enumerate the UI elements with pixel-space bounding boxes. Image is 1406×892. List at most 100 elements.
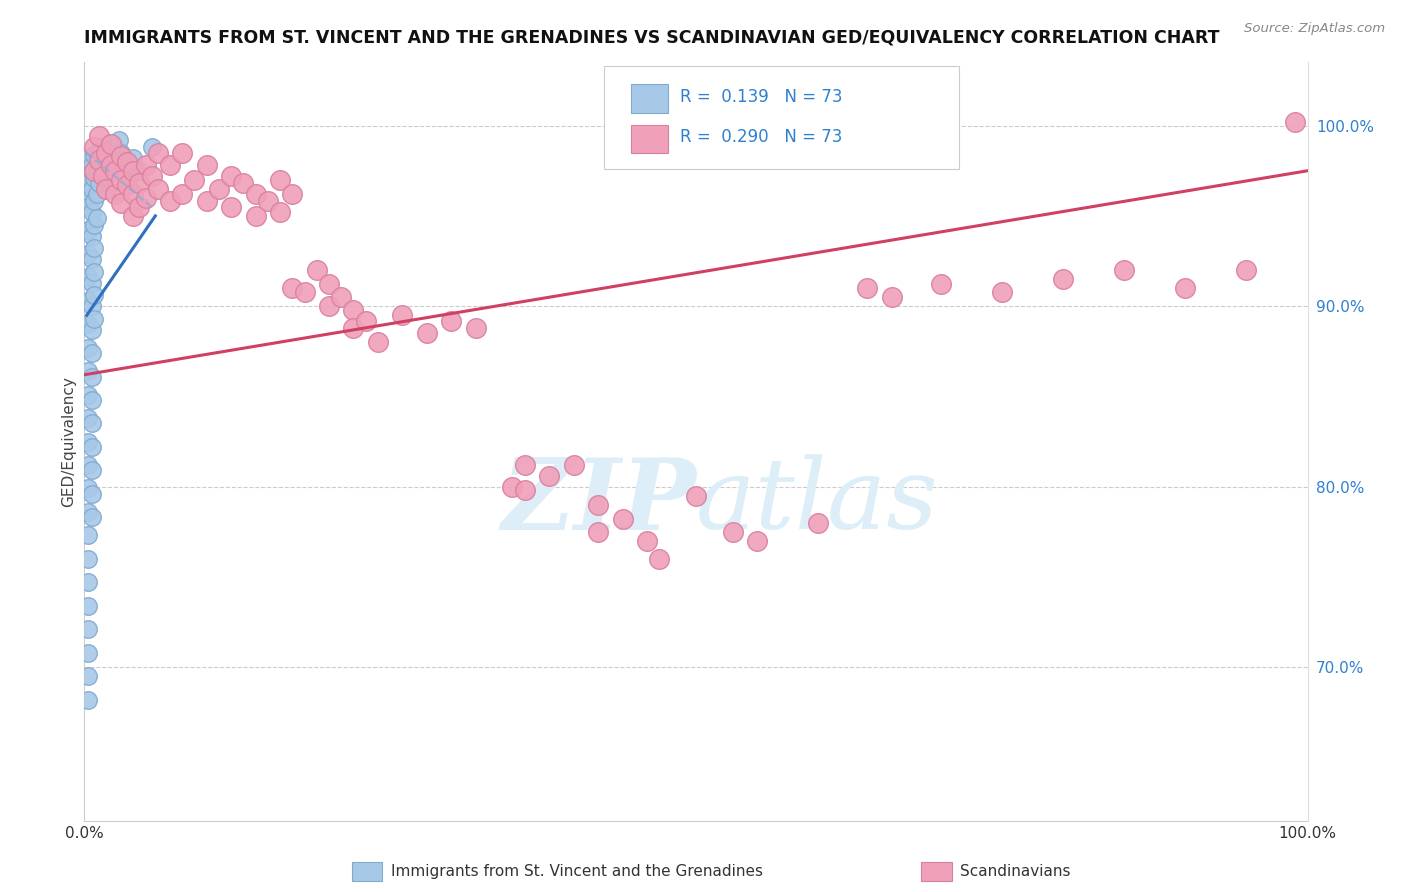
Point (80, 392, 103, 407)
Point (122, 209, 145, 223)
Point (96, 145, 118, 160)
Point (391, 308, 413, 322)
Point (135, 158, 157, 172)
Point (991, 285, 1014, 299)
Point (502, 480, 524, 494)
Point (1284, 115, 1306, 129)
Point (100, 158, 122, 172)
Point (232, 177, 254, 191)
Text: Immigrants from St. Vincent and the Grenadines: Immigrants from St. Vincent and the Gren… (391, 864, 763, 879)
Point (342, 321, 364, 335)
Point (77, 200, 100, 214)
Point (96, 182, 118, 196)
Point (100, 149, 122, 163)
Point (77, 434, 100, 449)
Point (135, 191, 157, 205)
Point (80, 205, 103, 219)
Point (107, 133, 129, 147)
Point (586, 524, 609, 539)
Point (77, 528, 100, 542)
Point (612, 512, 634, 526)
Point (80, 417, 103, 431)
Point (208, 182, 231, 196)
Point (141, 140, 163, 154)
Point (281, 281, 304, 295)
Point (416, 326, 439, 341)
Point (1052, 272, 1074, 286)
Point (80, 510, 103, 524)
Point (86, 211, 108, 225)
Point (77, 599, 100, 613)
Point (636, 533, 658, 548)
Text: R =  0.139   N = 73: R = 0.139 N = 73 (681, 87, 842, 105)
Point (80, 346, 103, 360)
Point (104, 140, 127, 154)
Point (440, 313, 463, 327)
Point (104, 187, 127, 202)
Point (83, 311, 105, 326)
Point (80, 299, 103, 313)
Point (110, 149, 132, 163)
Point (104, 163, 127, 178)
Point (87, 177, 110, 191)
Point (257, 194, 280, 209)
Point (110, 173, 132, 187)
Point (586, 498, 609, 512)
Point (367, 335, 389, 350)
Text: Scandinavians: Scandinavians (960, 864, 1071, 879)
Point (880, 290, 903, 304)
Point (77, 387, 100, 401)
Point (1174, 281, 1197, 295)
Point (146, 145, 169, 160)
Point (97, 136, 120, 151)
Point (195, 158, 218, 172)
Point (77, 411, 100, 425)
Point (83, 171, 105, 186)
Point (318, 299, 340, 313)
Point (83, 288, 105, 302)
Point (77, 692, 100, 706)
Point (83, 147, 105, 161)
Point (87, 129, 110, 144)
Point (80, 487, 103, 501)
Point (128, 200, 150, 214)
Point (1114, 263, 1136, 277)
Point (562, 458, 585, 472)
Point (685, 489, 707, 503)
Point (80, 440, 103, 454)
Point (77, 151, 100, 165)
Point (93, 154, 115, 169)
Point (128, 177, 150, 191)
Point (90, 163, 112, 178)
Point (83, 140, 105, 154)
Point (80, 252, 103, 267)
Point (513, 458, 536, 472)
Point (86, 163, 108, 178)
Point (721, 524, 744, 539)
Point (77, 669, 100, 683)
Point (128, 163, 150, 178)
Point (172, 187, 194, 202)
Point (80, 276, 103, 290)
Point (146, 182, 169, 196)
Point (97, 160, 120, 174)
Point (110, 145, 132, 160)
Point (76, 194, 98, 209)
Point (77, 482, 100, 496)
Point (172, 145, 194, 160)
Point (294, 285, 316, 299)
Point (77, 247, 100, 261)
Point (87, 153, 110, 167)
Point (77, 458, 100, 472)
Point (115, 178, 138, 193)
Point (538, 468, 561, 483)
Point (80, 369, 103, 384)
Point (115, 154, 138, 169)
Point (77, 177, 100, 191)
Point (77, 317, 100, 331)
Point (77, 552, 100, 566)
Text: Source: ZipAtlas.com: Source: ZipAtlas.com (1244, 22, 1385, 36)
Point (77, 575, 100, 590)
Point (122, 151, 145, 165)
Point (245, 187, 267, 202)
